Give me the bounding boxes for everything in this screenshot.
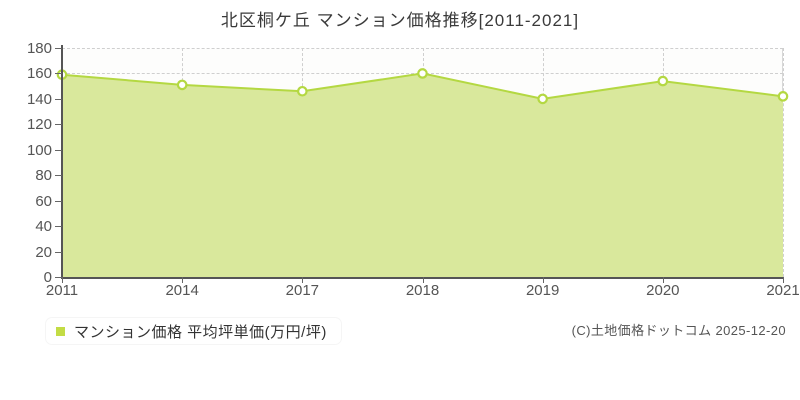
x-tick-label: 2018 [405,282,440,299]
y-tick-label: 40 [35,218,52,236]
page-title: 北区桐ケ丘 マンション価格推移[2011-2021] [0,6,800,31]
data-point-marker[interactable] [777,91,789,102]
data-point-marker[interactable] [417,68,428,79]
plot-area [56,48,789,277]
y-tick-label: 180 [26,40,52,57]
y-tick-label: 140 [26,90,52,108]
y-tick-mark [55,251,62,253]
data-point-marker[interactable] [176,79,188,91]
y-tick-label: 60 [35,192,52,210]
y-tick-label: 0 [43,269,52,286]
x-tick-mark [542,277,544,283]
x-tick-label: 2014 [165,282,199,299]
x-tick-mark [422,277,424,283]
y-tick-mark [55,98,62,100]
y-tick-mark [55,175,62,177]
y-tick-label: 20 [35,243,52,261]
marker-layer [56,68,789,105]
y-tick-mark [55,200,62,202]
y-tick-mark [55,226,62,228]
y-tick-label: 120 [26,116,52,134]
y-tick-mark [55,277,62,278]
y-tick-mark [55,48,62,49]
data-point-marker[interactable] [657,75,669,87]
chart-title-text: 北区桐ケ丘 マンション価格推移[2011-2021] [220,11,580,30]
x-tick-label: 2021 [766,282,800,299]
x-tick-label: 2017 [285,282,320,299]
y-tick-mark [55,149,62,151]
x-tick-mark [783,277,784,283]
data-point-marker[interactable] [537,93,548,105]
legend-swatch-icon [56,326,65,336]
y-tick-label: 160 [26,65,52,83]
copyright-credit: (C)土地価格ドットコム 2025-12-20 [571,323,786,338]
x-tick-mark [62,277,63,283]
x-tick-mark [302,277,304,283]
legend-label: マンション価格 平均坪単価(万円/坪) [74,323,327,341]
x-tick-label: 2019 [525,282,560,299]
gridline-vertical [783,48,784,277]
data-point-marker[interactable] [297,85,308,97]
y-tick-mark [55,124,62,126]
x-tick-mark [662,277,664,283]
y-tick-mark [55,73,62,75]
y-tick-label: 100 [26,141,52,159]
y-axis-line [61,45,63,279]
y-tick-label: 80 [35,167,52,185]
x-tick-mark [182,277,184,283]
x-tick-label: 2020 [646,282,680,299]
legend[interactable]: マンション価格 平均坪単価(万円/坪) [46,318,341,344]
x-tick-label: 2011 [45,282,79,299]
area-fill [62,73,783,277]
